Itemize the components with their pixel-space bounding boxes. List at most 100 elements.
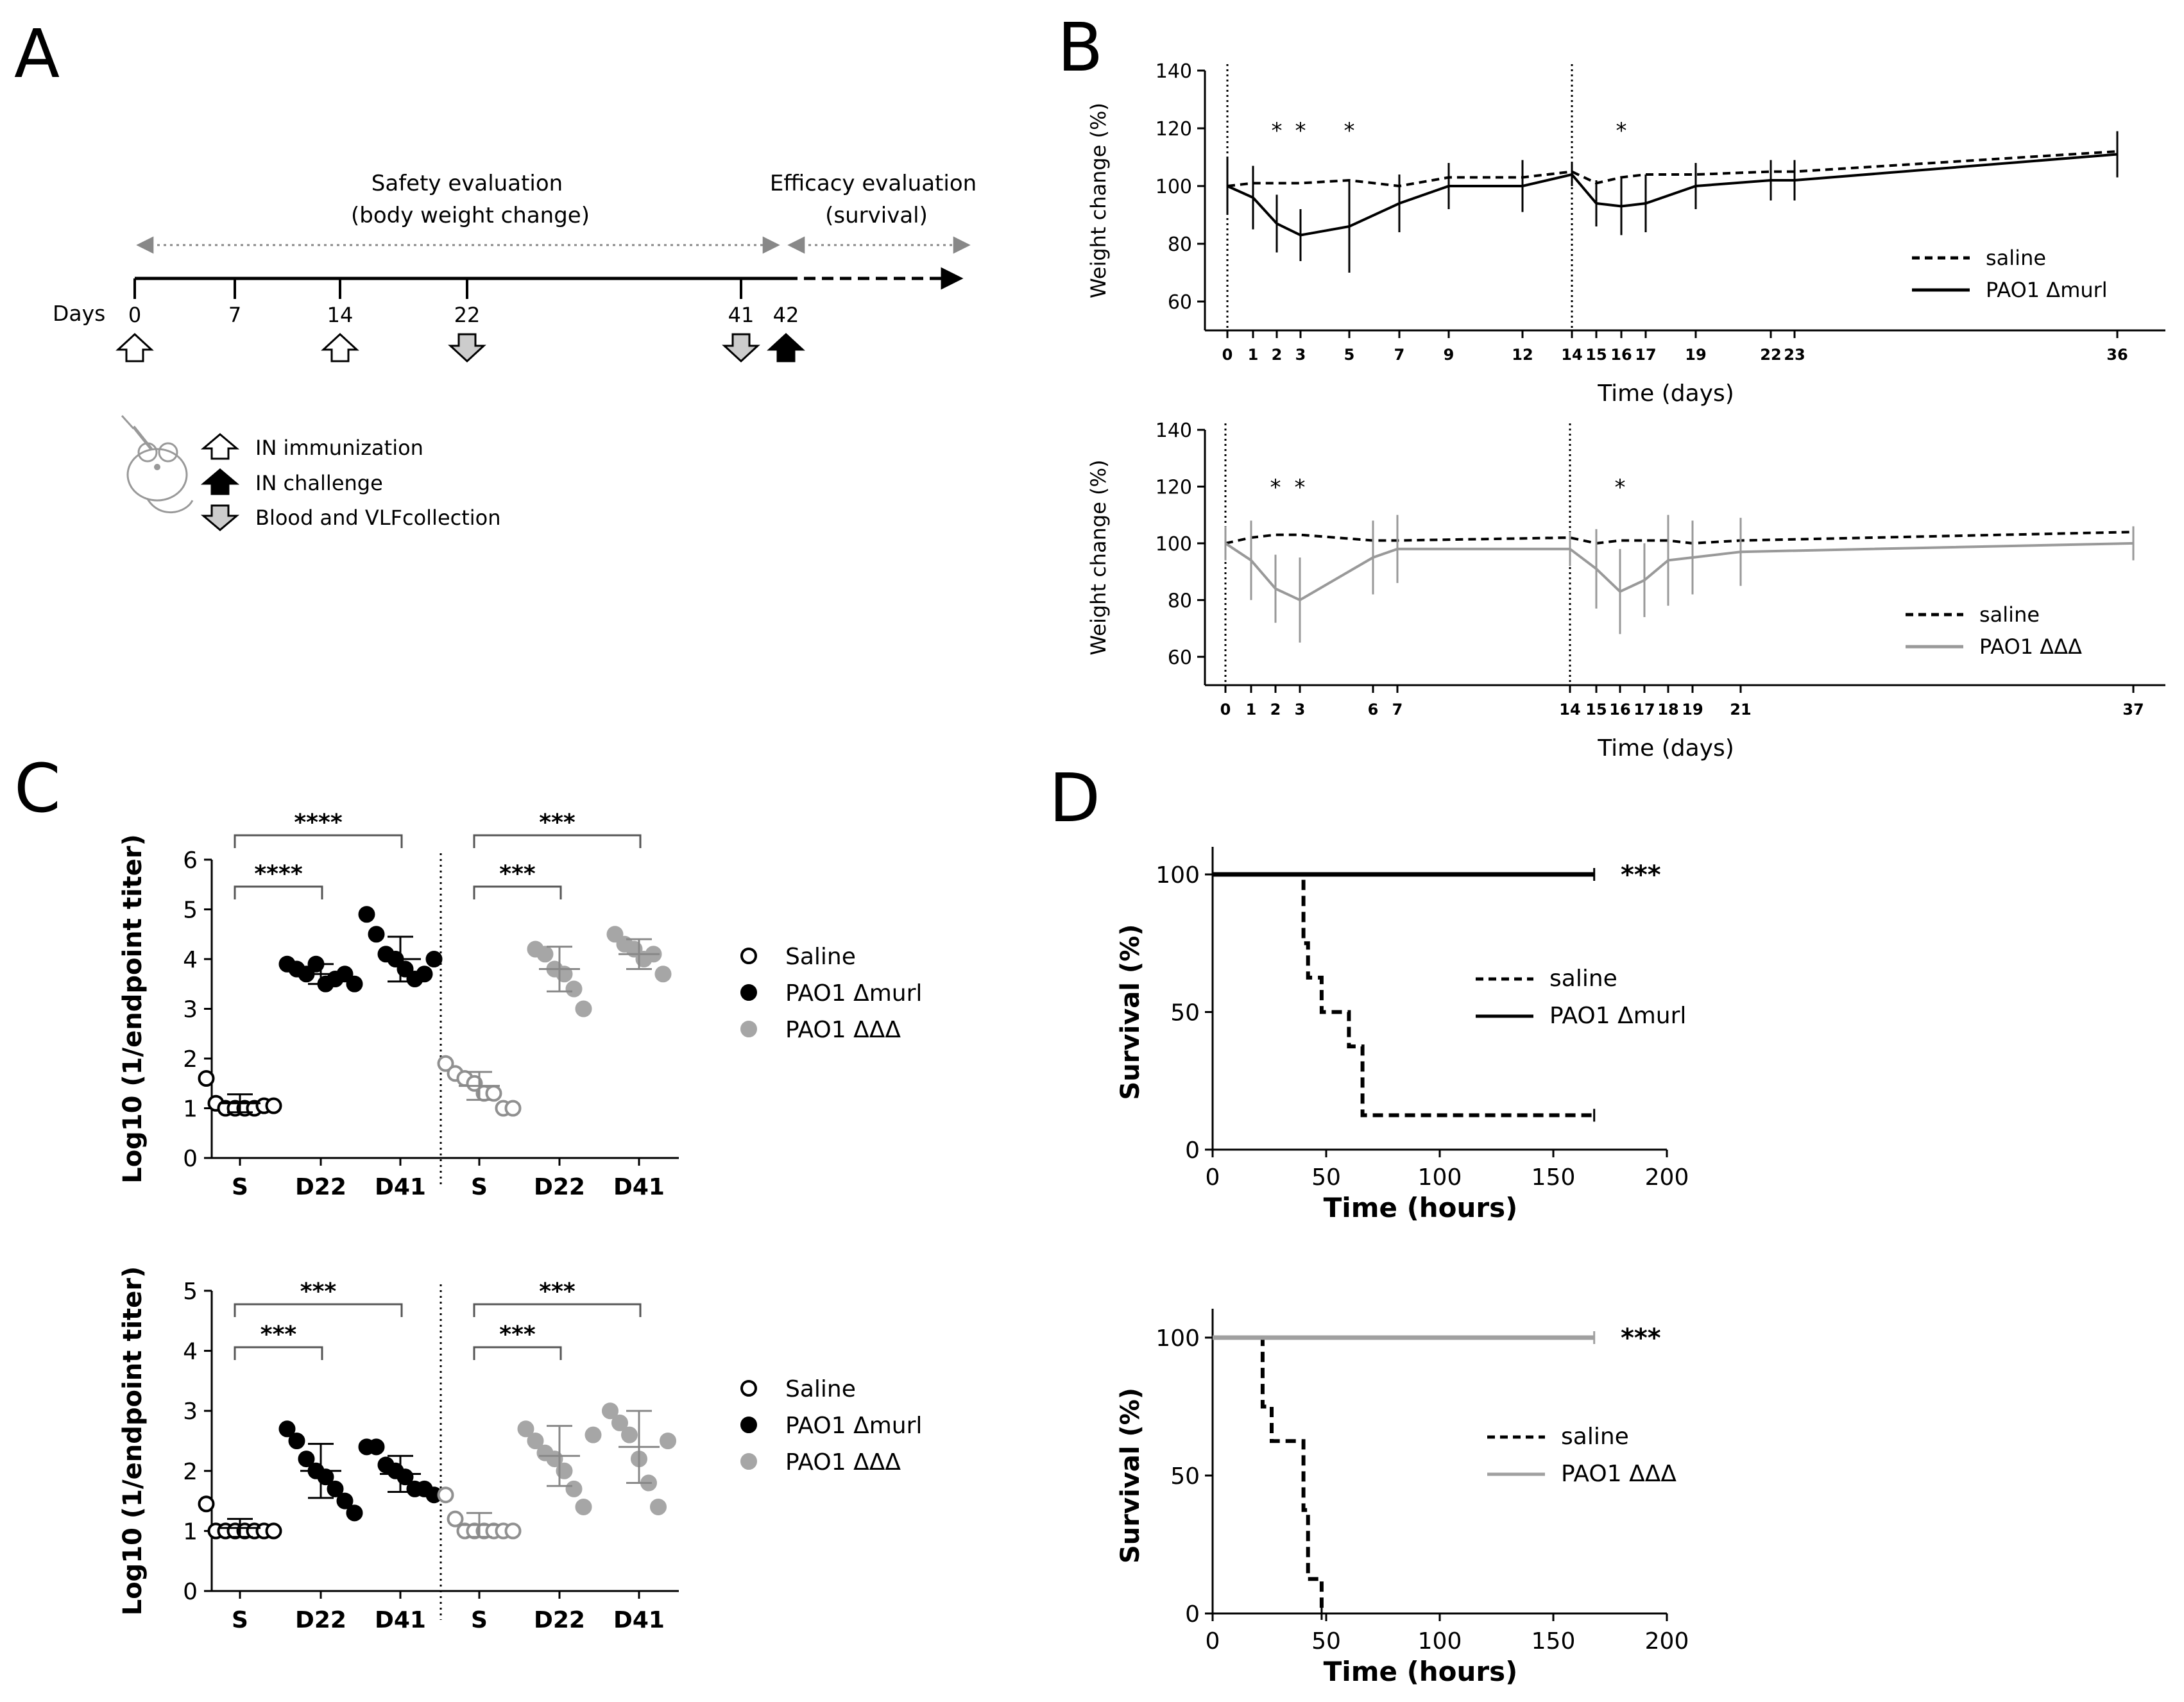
- significance-label: ****: [294, 810, 342, 836]
- y-tick-label: 6: [183, 847, 198, 874]
- data-point: [278, 1420, 296, 1438]
- titer-scatter-C-top: 0 1 2 3 4 5 6 Log10 (1/endpoint titer) S D22 D41 S D…: [118, 810, 922, 1200]
- data-point: [556, 1462, 573, 1479]
- legend-label: PAO1 ΔΔΔ: [1561, 1461, 1676, 1487]
- legend-label: saline: [1986, 246, 2046, 270]
- data-point: [466, 1075, 483, 1092]
- immunization-arrow-icon: [115, 332, 154, 362]
- challenge-arrow-icon: [200, 468, 240, 495]
- y-tick-label: 1: [183, 1096, 198, 1123]
- x-tick-label: 37: [2122, 701, 2144, 719]
- data-point: [425, 951, 443, 967]
- x-tick-label: 18: [1657, 701, 1678, 719]
- y-tick-label: 2: [183, 1046, 198, 1073]
- x-tick-label: 7: [1394, 346, 1405, 364]
- data-point: [527, 1433, 544, 1449]
- x-tick-label: 14: [1559, 701, 1580, 719]
- x-tick-label: 150: [1531, 1628, 1576, 1655]
- significance-star: *: [1616, 118, 1627, 144]
- data-point: [368, 1438, 385, 1456]
- y-tick-label: 0: [183, 1146, 198, 1172]
- x-tick-label: 100: [1418, 1164, 1462, 1191]
- y-tick-label: 2: [183, 1459, 198, 1485]
- timeline-tick-label: 41: [728, 303, 755, 327]
- y-tick-label: 140: [1156, 420, 1192, 442]
- data-point: [485, 1085, 502, 1102]
- significance-bracket: [473, 1303, 642, 1317]
- legend-marker: [740, 1417, 757, 1433]
- significance-star: *: [1295, 118, 1306, 144]
- x-tick-label: 50: [1311, 1164, 1341, 1191]
- x-tick-label: 3: [1295, 346, 1306, 364]
- x-tick-label: 150: [1531, 1164, 1576, 1191]
- y-tick-label: 3: [183, 997, 198, 1023]
- collection-arrow-icon: [200, 504, 240, 531]
- data-point: [336, 1492, 354, 1510]
- y-tick-label: 5: [183, 1279, 198, 1305]
- y-tick-label: 5: [183, 898, 198, 924]
- panel-label-a: A: [14, 15, 60, 93]
- data-point: [317, 1468, 334, 1486]
- x-tick-label: D41: [375, 1607, 426, 1633]
- timeline-ticks: 0 7 14 22 41 42: [115, 278, 805, 363]
- y-axis-label: Survival (%): [1116, 924, 1145, 1100]
- x-tick-label: 200: [1645, 1628, 1689, 1655]
- data-point: [654, 966, 672, 983]
- x-tick-label: 16: [1610, 346, 1632, 364]
- legend-label: PAO1 ΔΔΔ: [785, 1017, 901, 1043]
- legend-marker: [740, 1453, 757, 1470]
- data-point: [626, 940, 643, 958]
- y-tick-label: 4: [183, 947, 198, 973]
- x-tick-label: 17: [1635, 346, 1656, 364]
- significance-bracket: [473, 885, 562, 899]
- x-tick-label: 1: [1248, 346, 1259, 364]
- y-tick-label: 0: [1185, 1601, 1200, 1628]
- immunization-arrow-icon: [200, 433, 240, 460]
- significance-bracket: [473, 1346, 562, 1360]
- legend-label: PAO1 ΔΔΔ: [1979, 634, 2082, 659]
- data-point: [611, 1414, 628, 1431]
- x-tick-label: 6: [1368, 701, 1379, 719]
- x-tick-label: 200: [1645, 1164, 1689, 1191]
- data-point: [298, 1451, 315, 1468]
- legend-label: saline: [1979, 602, 2040, 627]
- data-point: [265, 1097, 282, 1114]
- legend-label: PAO1 ΔΔΔ: [785, 1449, 901, 1476]
- legend-label: PAO1 Δmurl: [785, 980, 922, 1007]
- significance-label: ***: [1621, 860, 1661, 890]
- y-tick-label: 100: [1156, 533, 1192, 556]
- timeline-panel: Safety evaluation (body weight change) E…: [53, 171, 977, 531]
- timeline-legend-label: IN challenge: [255, 471, 383, 495]
- significance-star: *: [1270, 475, 1281, 500]
- series-line: [1227, 150, 2118, 188]
- significance-bracket: [234, 1346, 323, 1360]
- data-point: [606, 926, 624, 943]
- survival-chart-D-top: 0 50 100 0 50 100 150 200 Survival (%) Time (hour…: [1116, 847, 1689, 1223]
- y-tick-label: 4: [183, 1339, 198, 1365]
- y-tick-label: 50: [1170, 1000, 1200, 1026]
- y-tick-label: 1: [183, 1519, 198, 1545]
- significance-label: ***: [499, 861, 536, 887]
- x-tick-label: 21: [1730, 701, 1751, 719]
- y-axis-label: Survival (%): [1116, 1388, 1145, 1563]
- significance-bracket: [234, 834, 403, 848]
- x-axis-label: Time (hours): [1324, 1656, 1518, 1687]
- significance-bracket: [473, 834, 642, 848]
- x-tick-label: 0: [1206, 1164, 1220, 1191]
- data-point: [437, 1486, 454, 1504]
- safety-label-2: (body weight change): [351, 203, 590, 228]
- y-tick-label: 100: [1156, 176, 1192, 198]
- data-point: [660, 1433, 676, 1449]
- x-tick-label: 12: [1512, 346, 1533, 364]
- x-tick-label: 7: [1392, 701, 1403, 719]
- x-tick-label: S: [471, 1174, 488, 1200]
- x-tick-label: 17: [1634, 701, 1655, 719]
- x-tick-label: 0: [1220, 701, 1231, 719]
- legend-marker: [740, 1021, 757, 1037]
- challenge-arrow-icon: [767, 332, 805, 362]
- x-tick-label: D22: [295, 1607, 346, 1633]
- y-tick-label: 0: [183, 1579, 198, 1605]
- panel-label-d: D: [1049, 759, 1100, 837]
